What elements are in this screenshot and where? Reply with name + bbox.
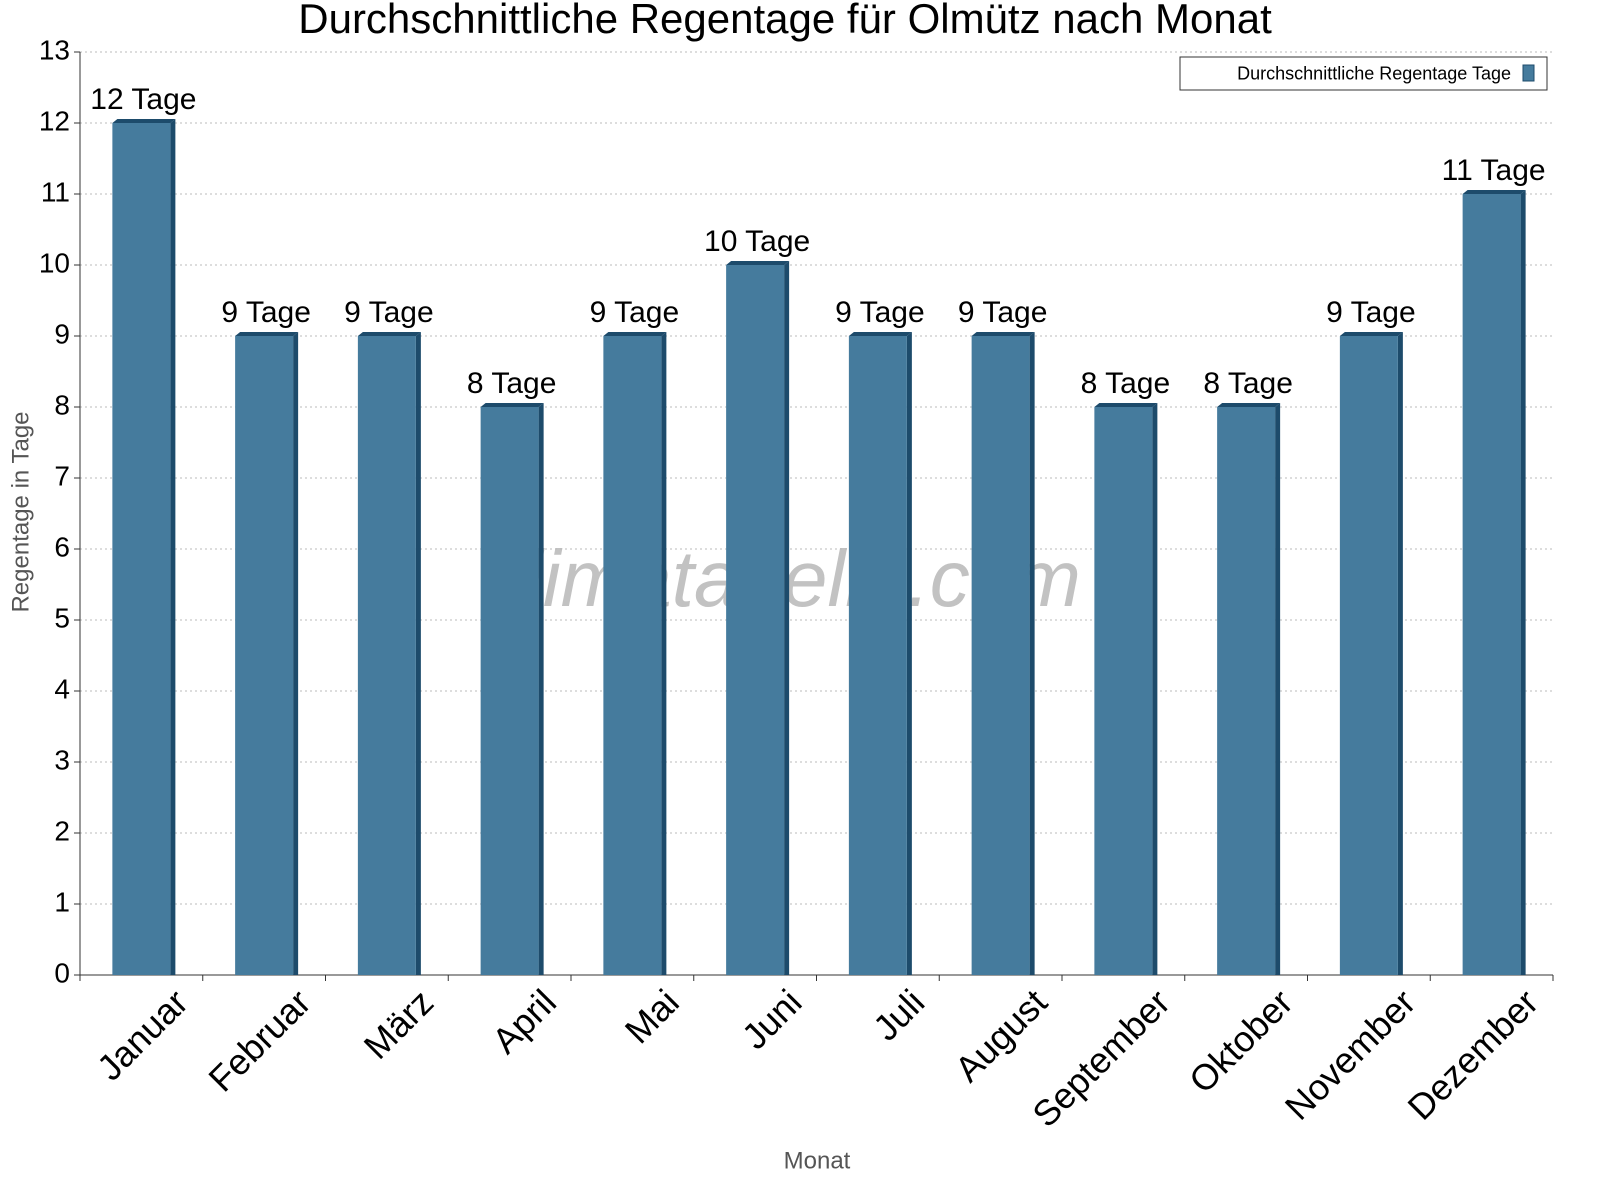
x-tick-label: November	[1277, 981, 1423, 1127]
bar	[603, 336, 662, 975]
data-label: 8 Tage	[467, 367, 557, 400]
bar	[1217, 407, 1276, 975]
y-tick-label: 3	[54, 744, 70, 775]
x-tick-label: Januar	[89, 981, 196, 1088]
data-label: 8 Tage	[1203, 367, 1293, 400]
bar-side	[661, 332, 667, 975]
x-tick-label: August	[947, 981, 1055, 1089]
bar-side	[906, 332, 912, 975]
y-tick-label: 0	[54, 957, 70, 988]
bar-side	[1275, 403, 1281, 975]
bar	[1339, 336, 1398, 975]
bar-side	[1520, 190, 1526, 975]
y-tick-label: 10	[39, 247, 70, 278]
data-label: 10 Tage	[704, 225, 810, 258]
data-label: 9 Tage	[1326, 296, 1416, 329]
bar-top	[726, 261, 790, 265]
data-label: 9 Tage	[590, 296, 680, 329]
bar-side	[538, 403, 544, 975]
data-label: 11 Tage	[1442, 154, 1546, 187]
y-axis-label: Regentage in Tage	[7, 411, 34, 612]
bar-top	[112, 119, 176, 123]
data-label: 9 Tage	[344, 296, 434, 329]
y-tick-label: 12	[39, 105, 70, 136]
data-label: 9 Tage	[958, 296, 1048, 329]
bar-side	[293, 332, 299, 975]
data-label: 9 Tage	[835, 296, 925, 329]
legend-swatch	[1522, 64, 1535, 82]
bar-side	[415, 332, 421, 975]
bar	[357, 336, 416, 975]
x-tick-label: Februar	[200, 981, 318, 1099]
bar-top	[971, 332, 1035, 336]
x-tick-label: Mai	[617, 981, 687, 1051]
bar-top	[357, 332, 421, 336]
y-tick-label: 9	[54, 318, 70, 349]
x-tick-label: Juni	[734, 981, 810, 1057]
bar-top	[1462, 190, 1526, 194]
bar	[1094, 407, 1153, 975]
bar	[235, 336, 294, 975]
bar-side	[1029, 332, 1035, 975]
x-tick-label: Juli	[865, 981, 932, 1048]
bar	[848, 336, 907, 975]
x-tick-label: März	[356, 981, 442, 1067]
y-tick-label: 5	[54, 602, 70, 633]
bar-top	[1094, 403, 1158, 407]
data-label: 8 Tage	[1081, 367, 1171, 400]
bar-top	[235, 332, 299, 336]
bar	[112, 123, 171, 975]
bar-top	[848, 332, 912, 336]
y-tick-label: 13	[39, 34, 70, 65]
bar	[971, 336, 1030, 975]
bar-top	[1217, 403, 1281, 407]
bar-side	[784, 261, 790, 975]
y-tick-label: 2	[54, 815, 70, 846]
legend-label: Durchschnittliche Regentage Tage	[1237, 63, 1511, 83]
bar-top	[1339, 332, 1403, 336]
x-axis-label: Monat	[784, 1147, 851, 1174]
bar	[1462, 194, 1521, 975]
data-label: 9 Tage	[221, 296, 311, 329]
bar-top	[603, 332, 667, 336]
y-tick-label: 7	[54, 460, 70, 491]
x-tick-label: Dezember	[1400, 981, 1546, 1127]
y-tick-label: 6	[54, 531, 70, 562]
bar	[726, 265, 785, 975]
y-tick-label: 4	[54, 673, 70, 704]
bar-top	[480, 403, 544, 407]
data-label: 12 Tage	[90, 83, 196, 116]
bar-side	[1397, 332, 1403, 975]
x-tick-label: April	[484, 981, 564, 1061]
legend-box	[1179, 56, 1548, 91]
x-tick-label: Oktober	[1181, 981, 1301, 1101]
bar	[480, 407, 539, 975]
y-tick-label: 1	[54, 886, 70, 917]
y-tick-label: 11	[41, 176, 70, 207]
legend: Durchschnittliche Regentage Tage	[1179, 56, 1548, 91]
bar-side	[170, 119, 176, 975]
bar-side	[1152, 403, 1158, 975]
y-tick-label: 8	[54, 389, 70, 420]
chart-title: Durchschnittliche Regentage für Olmütz n…	[298, 0, 1272, 42]
